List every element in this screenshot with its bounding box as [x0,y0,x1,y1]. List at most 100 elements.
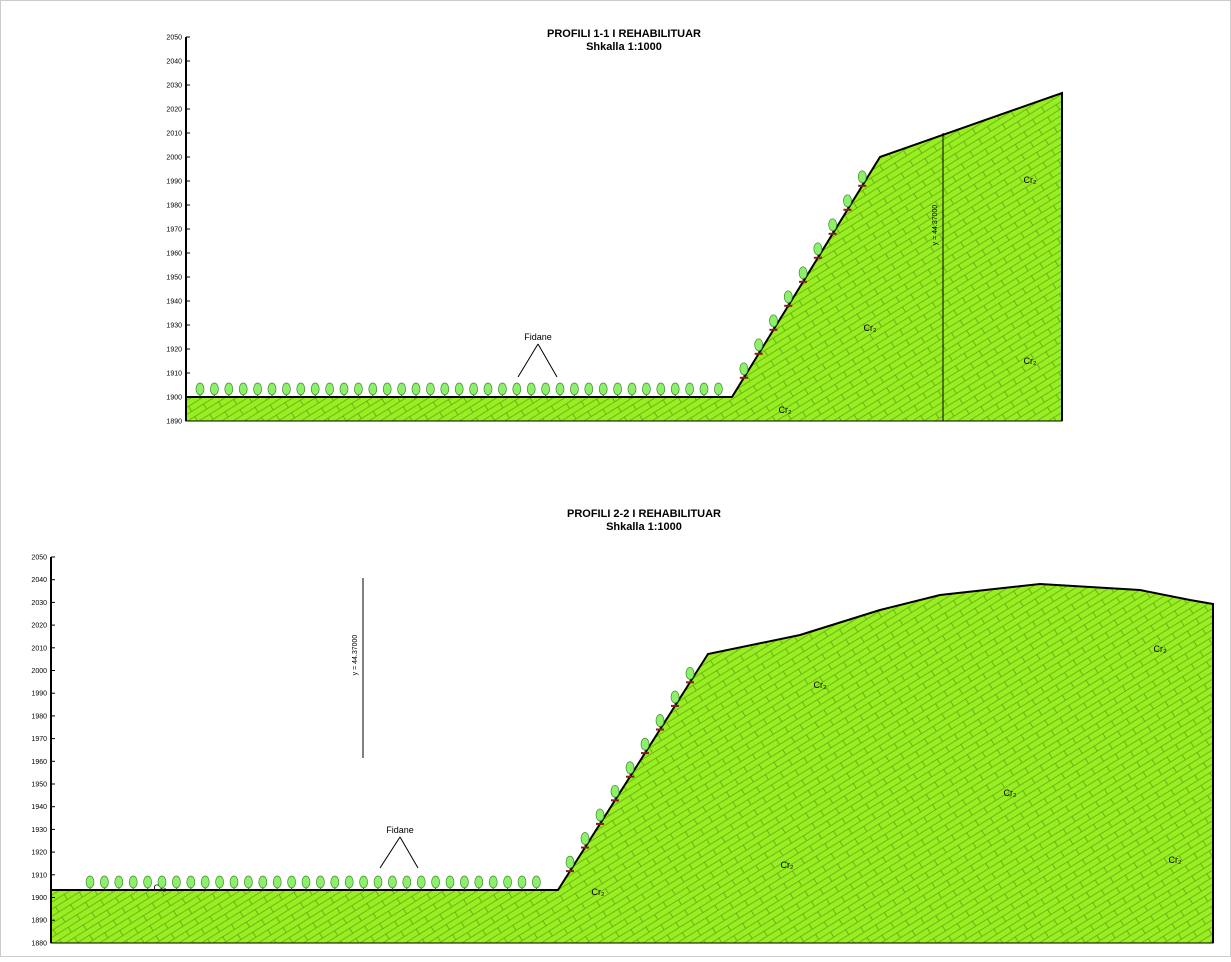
y-tick-label: 2040 [31,577,47,584]
tree [699,382,709,396]
terrace [656,728,664,731]
tree [426,382,435,396]
tree [397,382,406,396]
y-tick-label: 1990 [166,179,182,186]
tree [670,382,680,396]
y-tick-label: 2030 [31,600,47,607]
formation-label: Cr₂ [779,405,792,415]
y-tick-label: 1890 [31,918,47,925]
terrace [813,256,822,259]
terrace [671,704,679,707]
terrace [626,775,634,778]
formation-label: Cr₂ [1024,356,1037,366]
tree [783,290,793,304]
tree [642,382,651,396]
y-tick-label: 1970 [31,736,47,743]
tree [114,875,124,889]
y-tick-label: 2040 [166,59,182,66]
tree [157,875,167,889]
tree [210,382,219,396]
tree [541,382,550,396]
tree [344,875,354,889]
coordinate: y = 44.37000 [352,635,359,676]
y-tick-label: 1940 [166,299,182,306]
tree [253,382,262,396]
y-tick-label: 2000 [166,155,182,162]
y-tick-label: 2010 [166,131,182,138]
tree [359,875,368,889]
annotation: Fidane [386,825,414,835]
tree [460,875,469,889]
tree [301,875,311,889]
tree [244,875,253,889]
tree [828,218,837,232]
formation-label: Cr₂ [1004,788,1017,798]
tree [714,382,723,396]
tree [469,382,478,396]
tree [339,382,349,396]
tree [474,875,484,889]
y-tick-label: 1980 [31,713,47,720]
arrows [379,343,558,869]
tree [267,382,277,396]
y-tick-label: 1910 [31,872,47,879]
tree [595,808,605,822]
y-tick-label: 1970 [166,227,182,234]
tree [685,666,695,680]
tree [373,875,383,889]
tree [195,382,205,396]
tree [382,382,392,396]
tree [843,194,852,208]
tree [512,382,522,396]
tree [454,382,464,396]
terrace [581,846,589,849]
tree [238,382,248,396]
tree [172,875,181,889]
tree [754,338,763,352]
tree [100,875,109,889]
annotation: Fidane [524,332,552,342]
tree [354,382,363,396]
tree [85,875,95,889]
tree [598,382,608,396]
tree [431,875,440,889]
title: PROFILI 1-1 I REHABILITUAR [547,28,701,40]
y-tick-label: 2000 [31,668,47,675]
tree [555,382,565,396]
y-tick-label: 1930 [31,827,47,834]
tree [325,382,334,396]
tree [580,832,590,845]
y-tick-label: 1880 [31,940,47,947]
formation-label: Cr₂ [864,323,877,333]
y-tick-label: 1920 [31,850,47,857]
tree [186,875,196,889]
tree [316,875,325,889]
tree [483,382,493,396]
y-tick-label: 2050 [31,555,47,562]
terrace [799,280,808,283]
tree [402,875,412,889]
tree [813,242,823,256]
tree [610,784,620,798]
tree [517,875,527,889]
tree [143,875,152,889]
tree [488,875,498,889]
y-tick-label: 1950 [166,275,182,282]
tree [272,875,282,889]
formation-label: Cr₂ [154,883,167,893]
y-tick-label: 1920 [166,347,182,354]
tree [798,266,808,280]
tree [857,170,867,184]
terrace [828,232,837,235]
y-tick-label: 1930 [166,323,182,330]
terrain-outline [51,582,1214,943]
tree [532,875,541,889]
tree [310,382,320,396]
tree [200,875,210,889]
tree [627,382,637,396]
tree [411,382,421,396]
tree [526,382,536,396]
terrace [611,799,619,802]
tree [670,690,680,704]
terrace [769,328,778,331]
